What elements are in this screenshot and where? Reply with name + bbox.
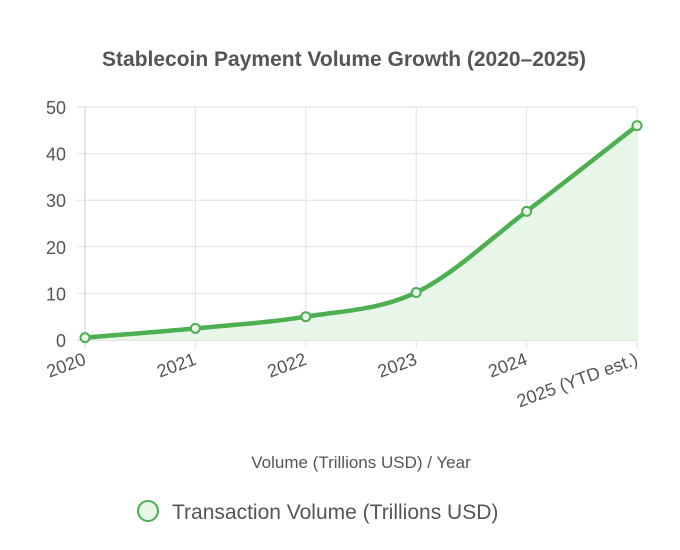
y-tick-label: 0 <box>56 331 66 351</box>
data-point[interactable] <box>631 120 643 132</box>
y-tick-label: 30 <box>46 191 66 211</box>
chart-title: Stablecoin Payment Volume Growth (2020–2… <box>102 48 586 71</box>
y-tick-label: 20 <box>46 238 66 258</box>
data-point[interactable] <box>79 332 91 344</box>
y-tick-label: 10 <box>46 284 66 304</box>
x-axis-label: Volume (Trillions USD) / Year <box>251 453 471 472</box>
series-area <box>85 125 637 340</box>
y-tick-label: 50 <box>46 98 66 118</box>
x-tick-label: 2023 <box>375 349 419 381</box>
legend-label: Transaction Volume (Trillions USD) <box>172 501 498 524</box>
data-point[interactable] <box>300 311 312 323</box>
y-axis-ticks: 0 10 20 30 40 50 <box>46 98 66 351</box>
legend-marker <box>137 500 159 522</box>
data-point[interactable] <box>410 286 422 298</box>
x-tick-label: 2021 <box>154 349 198 381</box>
series-line-layer <box>82 123 640 340</box>
x-tick-label: 2024 <box>485 349 529 381</box>
y-tick-label: 40 <box>46 145 66 165</box>
x-tick-label: 2022 <box>265 349 309 381</box>
data-point[interactable] <box>521 205 533 217</box>
x-tick-label: 2020 <box>44 349 88 381</box>
data-point[interactable] <box>189 322 201 334</box>
series-line <box>82 123 640 340</box>
area-fill-layer <box>85 125 637 340</box>
data-points-layer <box>79 120 643 344</box>
legend[interactable]: Transaction Volume (Trillions USD) <box>137 500 498 524</box>
x-tick-label: 2025 (YTD est.) <box>514 349 640 411</box>
